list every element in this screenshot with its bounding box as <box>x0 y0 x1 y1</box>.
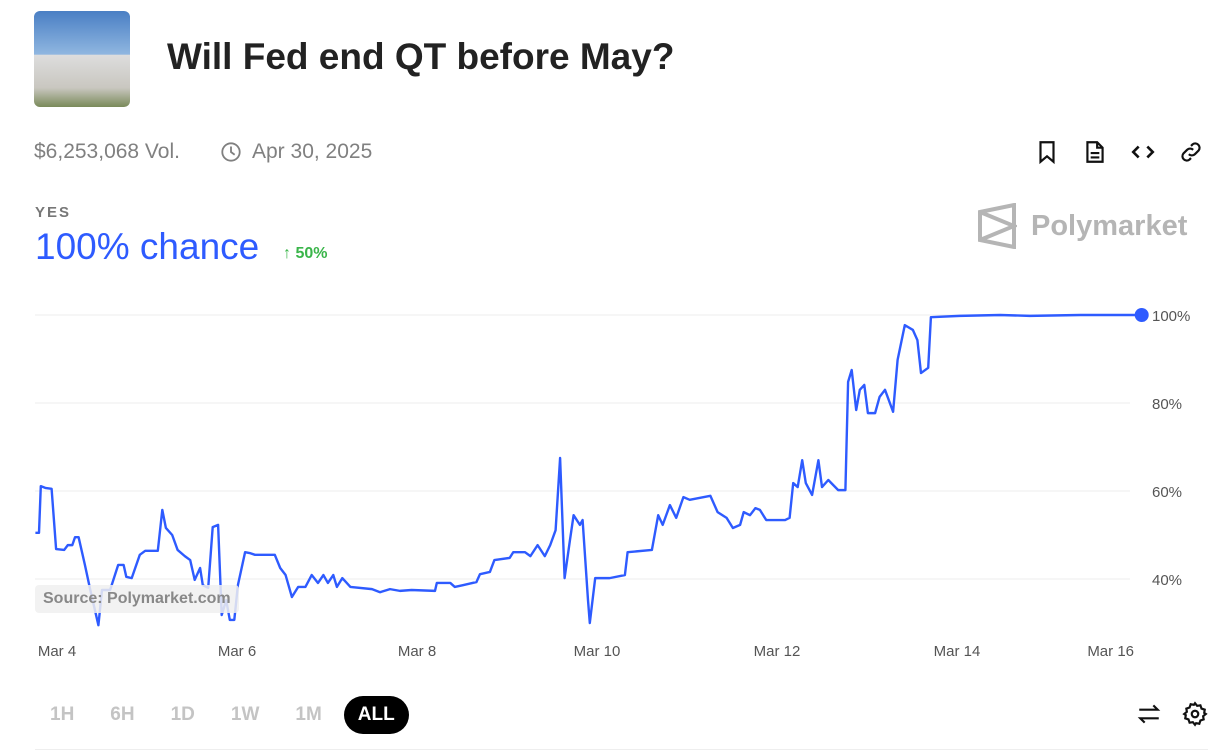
volume: $6,253,068 Vol. <box>34 140 180 163</box>
market-image <box>34 11 130 107</box>
range-1h[interactable]: 1H <box>50 704 75 725</box>
polymarket-logo-icon <box>978 203 1017 249</box>
last-point-marker <box>1134 308 1149 322</box>
x-tick-label: Mar 4 <box>38 643 76 660</box>
time-range-selector: 1H 6H 1D 1W 1M ALL <box>36 696 409 734</box>
change-value: 50% <box>295 245 328 262</box>
chance-value: 100% chance <box>35 226 260 267</box>
range-1d[interactable]: 1D <box>170 704 195 725</box>
source-watermark: Source: Polymarket.com <box>35 585 239 613</box>
x-tick-label: Mar 16 <box>1087 643 1134 660</box>
page-title: Will Fed end QT before May? <box>167 36 675 77</box>
series-line-yes <box>35 313 1140 627</box>
swap-icon[interactable] <box>1136 701 1162 727</box>
y-tick-label: 40% <box>1152 572 1182 589</box>
x-tick-label: Mar 14 <box>934 643 981 660</box>
clock-icon <box>221 142 241 162</box>
outcome-label: YES <box>35 204 72 221</box>
x-tick-label: Mar 8 <box>398 643 436 660</box>
price-chart: 40% 60% 80% 100% Mar 4 Mar 6 Mar 8 Mar 10 Mar 12… <box>35 308 1190 660</box>
y-tick-label: 80% <box>1152 396 1182 413</box>
embed-code-icon[interactable] <box>1130 139 1156 165</box>
x-tick-label: Mar 10 <box>574 643 621 660</box>
x-tick-label: Mar 6 <box>218 643 256 660</box>
range-1m[interactable]: 1M <box>295 704 322 725</box>
y-tick-label: 100% <box>1152 308 1190 325</box>
arrow-up-icon: ↑ <box>283 245 296 262</box>
range-6h[interactable]: 6H <box>110 704 135 725</box>
end-date-text: Apr 30, 2025 <box>252 140 373 163</box>
end-date: Apr 30, 2025 <box>220 140 372 164</box>
header-actions <box>1034 139 1204 165</box>
chart-controls <box>1136 701 1208 727</box>
x-tick-label: Mar 12 <box>754 643 801 660</box>
range-all[interactable]: ALL <box>343 696 409 734</box>
settings-gear-icon[interactable] <box>1182 701 1208 727</box>
brand-name: Polymarket <box>1031 209 1188 242</box>
bookmark-icon[interactable] <box>1034 139 1060 165</box>
y-tick-label: 60% <box>1152 484 1182 501</box>
divider <box>35 749 1208 750</box>
link-icon[interactable] <box>1178 139 1204 165</box>
chance-change: ↑ 50% <box>283 245 327 263</box>
range-1w[interactable]: 1W <box>230 704 260 725</box>
polymarket-logo: Polymarket <box>977 203 1187 249</box>
document-icon[interactable] <box>1082 139 1108 165</box>
